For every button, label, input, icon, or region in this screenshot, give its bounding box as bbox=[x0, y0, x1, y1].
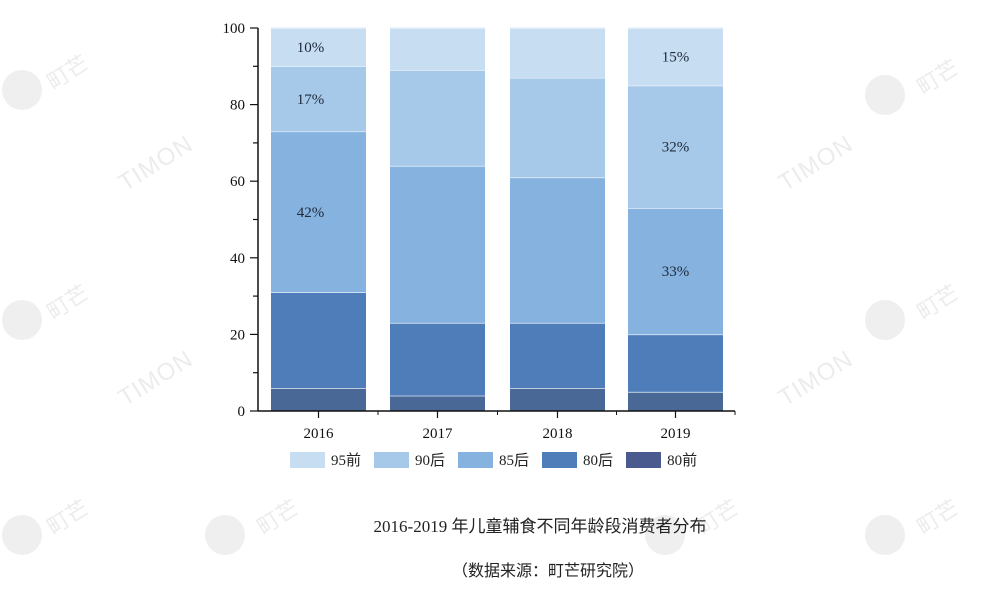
bar-segment bbox=[628, 85, 723, 209]
y-tick-label: 20 bbox=[230, 327, 245, 343]
bar-segment bbox=[510, 322, 605, 389]
data-label: 17% bbox=[297, 92, 325, 108]
chart-legend: 95前 90后 85后 80后 80前 bbox=[290, 449, 710, 470]
legend-item-85hou: 85后 bbox=[458, 449, 529, 470]
x-tick-label: 2017 bbox=[423, 426, 454, 442]
x-tick-label: 2016 bbox=[304, 426, 335, 442]
data-label: 15% bbox=[662, 50, 690, 66]
y-tick-label: 80 bbox=[230, 98, 245, 114]
bar-segment bbox=[628, 28, 723, 86]
legend-label: 80后 bbox=[583, 453, 614, 469]
bar-segment bbox=[390, 322, 485, 396]
bar-segment bbox=[390, 70, 485, 166]
bar-segment bbox=[271, 388, 366, 411]
x-tick-label: 2019 bbox=[661, 426, 691, 442]
y-tick-label: 60 bbox=[230, 174, 245, 190]
data-label: 10% bbox=[297, 40, 325, 56]
data-label: 33% bbox=[662, 264, 690, 280]
legend-item-95qian: 95前 bbox=[290, 449, 361, 470]
bar-segment bbox=[271, 292, 366, 389]
chart-title: 2016-2019 年儿童辅食不同年龄段消费者分布 bbox=[373, 517, 707, 536]
x-tick-label: 2018 bbox=[543, 426, 573, 442]
data-label: 42% bbox=[297, 205, 325, 221]
bar-segment bbox=[271, 66, 366, 132]
legend-label: 80前 bbox=[667, 453, 698, 469]
bar-segment bbox=[628, 334, 723, 392]
chart-source: （数据来源：町芒研究院） bbox=[451, 561, 644, 580]
legend-swatch bbox=[542, 451, 578, 468]
legend-item-80qian: 80前 bbox=[626, 449, 697, 470]
bar-segment bbox=[510, 77, 605, 178]
legend-swatch bbox=[626, 451, 662, 468]
y-tick-label: 0 bbox=[238, 404, 246, 420]
y-tick-label: 100 bbox=[223, 21, 246, 37]
bar-segment bbox=[510, 28, 605, 78]
legend-item-90hou: 90后 bbox=[374, 449, 445, 470]
bar-segment bbox=[628, 391, 723, 411]
y-tick-label: 40 bbox=[230, 251, 245, 267]
legend-swatch bbox=[290, 451, 325, 468]
legend-item-80hou: 80后 bbox=[542, 449, 613, 470]
legend-label: 95前 bbox=[331, 453, 362, 469]
data-label: 32% bbox=[662, 140, 690, 156]
bar-segment bbox=[390, 395, 485, 411]
bar-segment bbox=[510, 388, 605, 411]
legend-swatch bbox=[374, 451, 410, 468]
bar-segment bbox=[628, 208, 723, 335]
bar-segment bbox=[390, 165, 485, 323]
bar-segment bbox=[271, 28, 366, 67]
bar-segment bbox=[510, 177, 605, 323]
legend-swatch bbox=[458, 451, 494, 468]
bar-segment bbox=[271, 131, 366, 293]
legend-label: 85后 bbox=[499, 453, 530, 469]
legend-label: 90后 bbox=[415, 453, 446, 469]
bar-segment bbox=[390, 28, 485, 71]
